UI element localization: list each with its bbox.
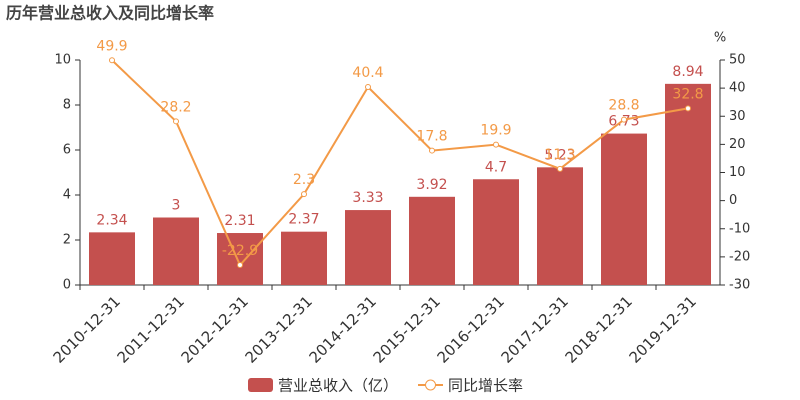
bar [537, 167, 583, 285]
x-tick-label: 2012-12-31 [178, 292, 252, 366]
line-value-label: 40.4 [352, 65, 383, 81]
y2-tick-label: -30 [729, 278, 750, 293]
legend-swatch [248, 378, 273, 392]
bar-value-label: 2.37 [288, 212, 319, 228]
y2-tick-label: -10 [729, 221, 750, 236]
y2-tick-label: -20 [729, 249, 750, 264]
line-value-label: 28.8 [608, 98, 639, 114]
line-point [685, 105, 691, 112]
line-value-label: 17.8 [416, 129, 447, 145]
x-tick-label: 2018-12-31 [562, 292, 636, 366]
bar [89, 232, 135, 285]
line-point [621, 116, 627, 123]
x-tick-label: 2010-12-31 [50, 292, 124, 366]
y-tick-label: 4 [63, 188, 71, 203]
legend-label: 同比增长率 [448, 377, 523, 395]
bar [281, 231, 327, 285]
bar-value-label: 4.7 [485, 159, 507, 175]
bar [217, 233, 263, 285]
y2-tick-label: 30 [729, 109, 746, 124]
x-tick-label: 2014-12-31 [306, 292, 380, 366]
y2-tick-label: 20 [729, 137, 746, 152]
line-point [237, 262, 243, 269]
legend-swatch [425, 379, 437, 391]
y-tick-label: 8 [63, 98, 71, 113]
bar [153, 217, 199, 285]
line-point [365, 84, 371, 90]
line-point [557, 165, 563, 172]
line-point [173, 118, 179, 125]
x-tick-label: 2019-12-31 [626, 292, 700, 366]
y-tick-label: 2 [63, 233, 71, 248]
y2-unit: % [714, 31, 726, 46]
bar-value-label: 3.92 [416, 177, 447, 193]
x-tick-label: 2016-12-31 [434, 292, 508, 366]
line-value-label: 49.9 [96, 38, 127, 54]
y2-tick-label: 0 [729, 193, 737, 208]
x-tick-label: 2011-12-31 [114, 292, 188, 366]
y-tick-label: 6 [63, 143, 71, 158]
legend-label: 营业总收入（亿） [278, 377, 398, 395]
line-value-label: 32.8 [672, 86, 703, 102]
line-value-label: 28.2 [160, 99, 191, 115]
line-value-label: -22.9 [222, 243, 258, 259]
line-point [109, 57, 115, 64]
bar-value-label: 2.34 [96, 212, 127, 228]
bar-value-label: 3.33 [352, 190, 383, 206]
bar [601, 133, 647, 285]
x-tick-label: 2017-12-31 [498, 292, 572, 366]
bar-value-label: 5.23 [544, 147, 575, 163]
bar-value-label: 2.31 [224, 213, 255, 229]
line-point [493, 141, 499, 148]
line-point [429, 147, 435, 154]
bar-value-label: 8.94 [672, 64, 703, 80]
bar-value-label: 3 [172, 198, 181, 214]
x-tick-label: 2015-12-31 [370, 292, 444, 366]
chart-title: 历年营业总收入及同比增长率 [6, 4, 214, 23]
bar [409, 196, 455, 285]
bar [345, 210, 391, 285]
line [111, 59, 689, 267]
line-value-label: 11.3 [544, 147, 575, 163]
y-tick-label: 0 [63, 278, 71, 293]
y2-tick-label: 50 [729, 53, 746, 68]
line-value-label: 19.9 [480, 123, 511, 139]
y2-tick-label: 40 [729, 81, 746, 96]
y-tick-label: 10 [54, 53, 71, 68]
y2-tick-label: 10 [729, 165, 746, 180]
x-tick-label: 2013-12-31 [242, 292, 316, 366]
bar [665, 83, 711, 285]
bar [473, 179, 519, 285]
line-value-label: 2.3 [293, 172, 315, 188]
line-point [301, 191, 307, 198]
